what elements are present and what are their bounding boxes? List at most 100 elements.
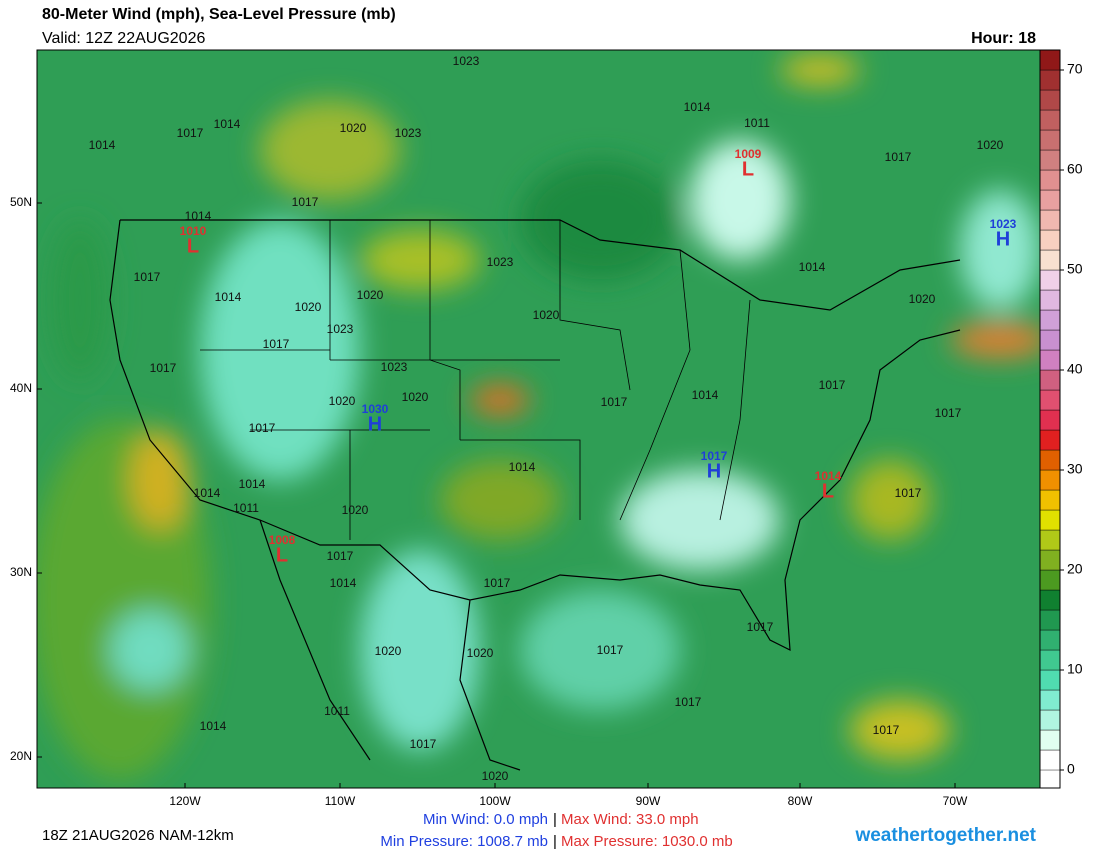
colorbar-segment — [1040, 689, 1060, 711]
colorbar-segment — [1040, 329, 1060, 351]
isobar-label: 1017 — [410, 737, 437, 751]
colorbar-segment — [1040, 369, 1060, 391]
colorbar-label: 20 — [1067, 561, 1083, 577]
colorbar-frame — [1039, 49, 1061, 789]
title: 80-Meter Wind (mph), Sea-Level Pressure … — [42, 6, 396, 23]
center-symbol: L — [822, 480, 834, 502]
colorbar — [1040, 50, 1060, 770]
isobar-label: 1014 — [692, 388, 719, 402]
isobar-label: 1020 — [909, 292, 936, 306]
center-pressure: 1030 — [362, 402, 389, 416]
colorbar-segment — [1040, 569, 1060, 591]
colorbar-segment — [1040, 349, 1060, 371]
colorbar-segment — [1040, 389, 1060, 411]
isobar-label: 1020 — [375, 644, 402, 658]
colorbar-label: 50 — [1067, 261, 1083, 277]
isobar-label: 1023 — [327, 322, 354, 336]
isobar-label: 1017 — [895, 486, 922, 500]
colorbar-label: 10 — [1067, 661, 1083, 677]
center-symbol: L — [276, 544, 288, 566]
colorbar-bottom — [1039, 769, 1061, 789]
isobar-label: 1020 — [340, 121, 367, 135]
isobar-label: 1020 — [295, 300, 322, 314]
model-run: 18Z 21AUG2026 NAM-12km — [42, 827, 234, 844]
colorbar-segment — [1040, 50, 1060, 51]
colorbar-segment — [1040, 129, 1060, 151]
isobar-label: 1020 — [977, 138, 1004, 152]
center-pressure: 1017 — [701, 449, 728, 463]
isobar-label: 1017 — [747, 620, 774, 634]
isobar-label: 1014 — [239, 477, 266, 491]
colorbar-segment — [1040, 469, 1060, 491]
isobar-label: 1020 — [533, 308, 560, 322]
center-pressure: 1010 — [180, 224, 207, 238]
colorbar-segment — [1040, 409, 1060, 431]
colorbar-segment — [1040, 429, 1060, 451]
isobar-label: 1017 — [819, 378, 846, 392]
isobar-label: 1023 — [453, 54, 480, 68]
isobar-label: 1011 — [324, 704, 350, 718]
isobar-label: 1014 — [89, 138, 116, 152]
colorbar-segment — [1040, 69, 1060, 91]
colorbar-segment — [1040, 209, 1060, 231]
lon-label: 70W — [943, 794, 968, 808]
isobar-label: 1017 — [597, 643, 624, 657]
isobar-label: 1020 — [467, 646, 494, 660]
center-pressure: 1014 — [815, 469, 842, 483]
isobar-label: 1014 — [799, 260, 826, 274]
colorbar-segment — [1040, 729, 1060, 751]
colorbar-segment — [1040, 289, 1060, 311]
center-symbol: L — [187, 235, 199, 257]
isobar-label: 1014 — [215, 290, 242, 304]
isobar-label: 1017 — [327, 549, 354, 563]
colorbar-segment — [1040, 309, 1060, 331]
isobar-label: 1011 — [233, 501, 259, 515]
isobar-label: 1020 — [482, 769, 509, 783]
isobar-label: 1014 — [509, 460, 536, 474]
center-symbol: H — [368, 413, 382, 435]
colorbar-segment — [1040, 709, 1060, 731]
center-symbol: L — [742, 158, 754, 180]
colorbar-segment — [1040, 669, 1060, 691]
isobar-label: 1017 — [484, 576, 511, 590]
colorbar-segment — [1040, 649, 1060, 671]
isobar-label: 1020 — [357, 288, 384, 302]
colorbar-label: 70 — [1067, 61, 1083, 77]
valid-time: Valid: 12Z 22AUG2026 — [42, 30, 205, 47]
isobar-label: 1017 — [292, 195, 319, 209]
colorbar-segment — [1040, 489, 1060, 511]
colorbar-segment — [1040, 749, 1060, 770]
isobar-label: 1020 — [342, 503, 369, 517]
lon-label: 100W — [479, 794, 511, 808]
colorbar-segment — [1040, 529, 1060, 551]
isobar-label: 1017 — [675, 695, 702, 709]
colorbar-label: 40 — [1067, 361, 1083, 377]
center-pressure: 1009 — [735, 147, 762, 161]
forecast-hour: Hour: 18 — [971, 30, 1036, 47]
lat-label: 20N — [10, 749, 32, 763]
colorbar-segment — [1040, 609, 1060, 631]
lat-label: 40N — [10, 381, 32, 395]
isobar-label: 1017 — [873, 723, 900, 737]
separator: | — [553, 811, 557, 828]
isobar-label: 1017 — [134, 270, 161, 284]
isobar-label: 1014 — [330, 576, 357, 590]
center-pressure: 1008 — [269, 533, 296, 547]
isobar-label: 1017 — [150, 361, 177, 375]
colorbar-label: 30 — [1067, 461, 1083, 477]
isobar-label: 1020 — [402, 390, 429, 404]
lat-label: 50N — [10, 195, 32, 209]
site-credit: weathertogether.net — [854, 825, 1036, 846]
center-symbol: H — [707, 460, 721, 482]
isobar-label: 1017 — [249, 421, 276, 435]
min-pressure: Min Pressure: 1008.7 mb — [380, 833, 548, 850]
isobar-label: 1023 — [381, 360, 408, 374]
max-wind: Max Wind: 33.0 mph — [561, 811, 699, 828]
isobar-label: 1020 — [329, 394, 356, 408]
isobar-label: 1014 — [200, 719, 227, 733]
lon-label: 120W — [169, 794, 201, 808]
colorbar-segment — [1040, 449, 1060, 471]
isobar-label: 1014 — [194, 486, 221, 500]
isobar-label: 1014 — [684, 100, 711, 114]
